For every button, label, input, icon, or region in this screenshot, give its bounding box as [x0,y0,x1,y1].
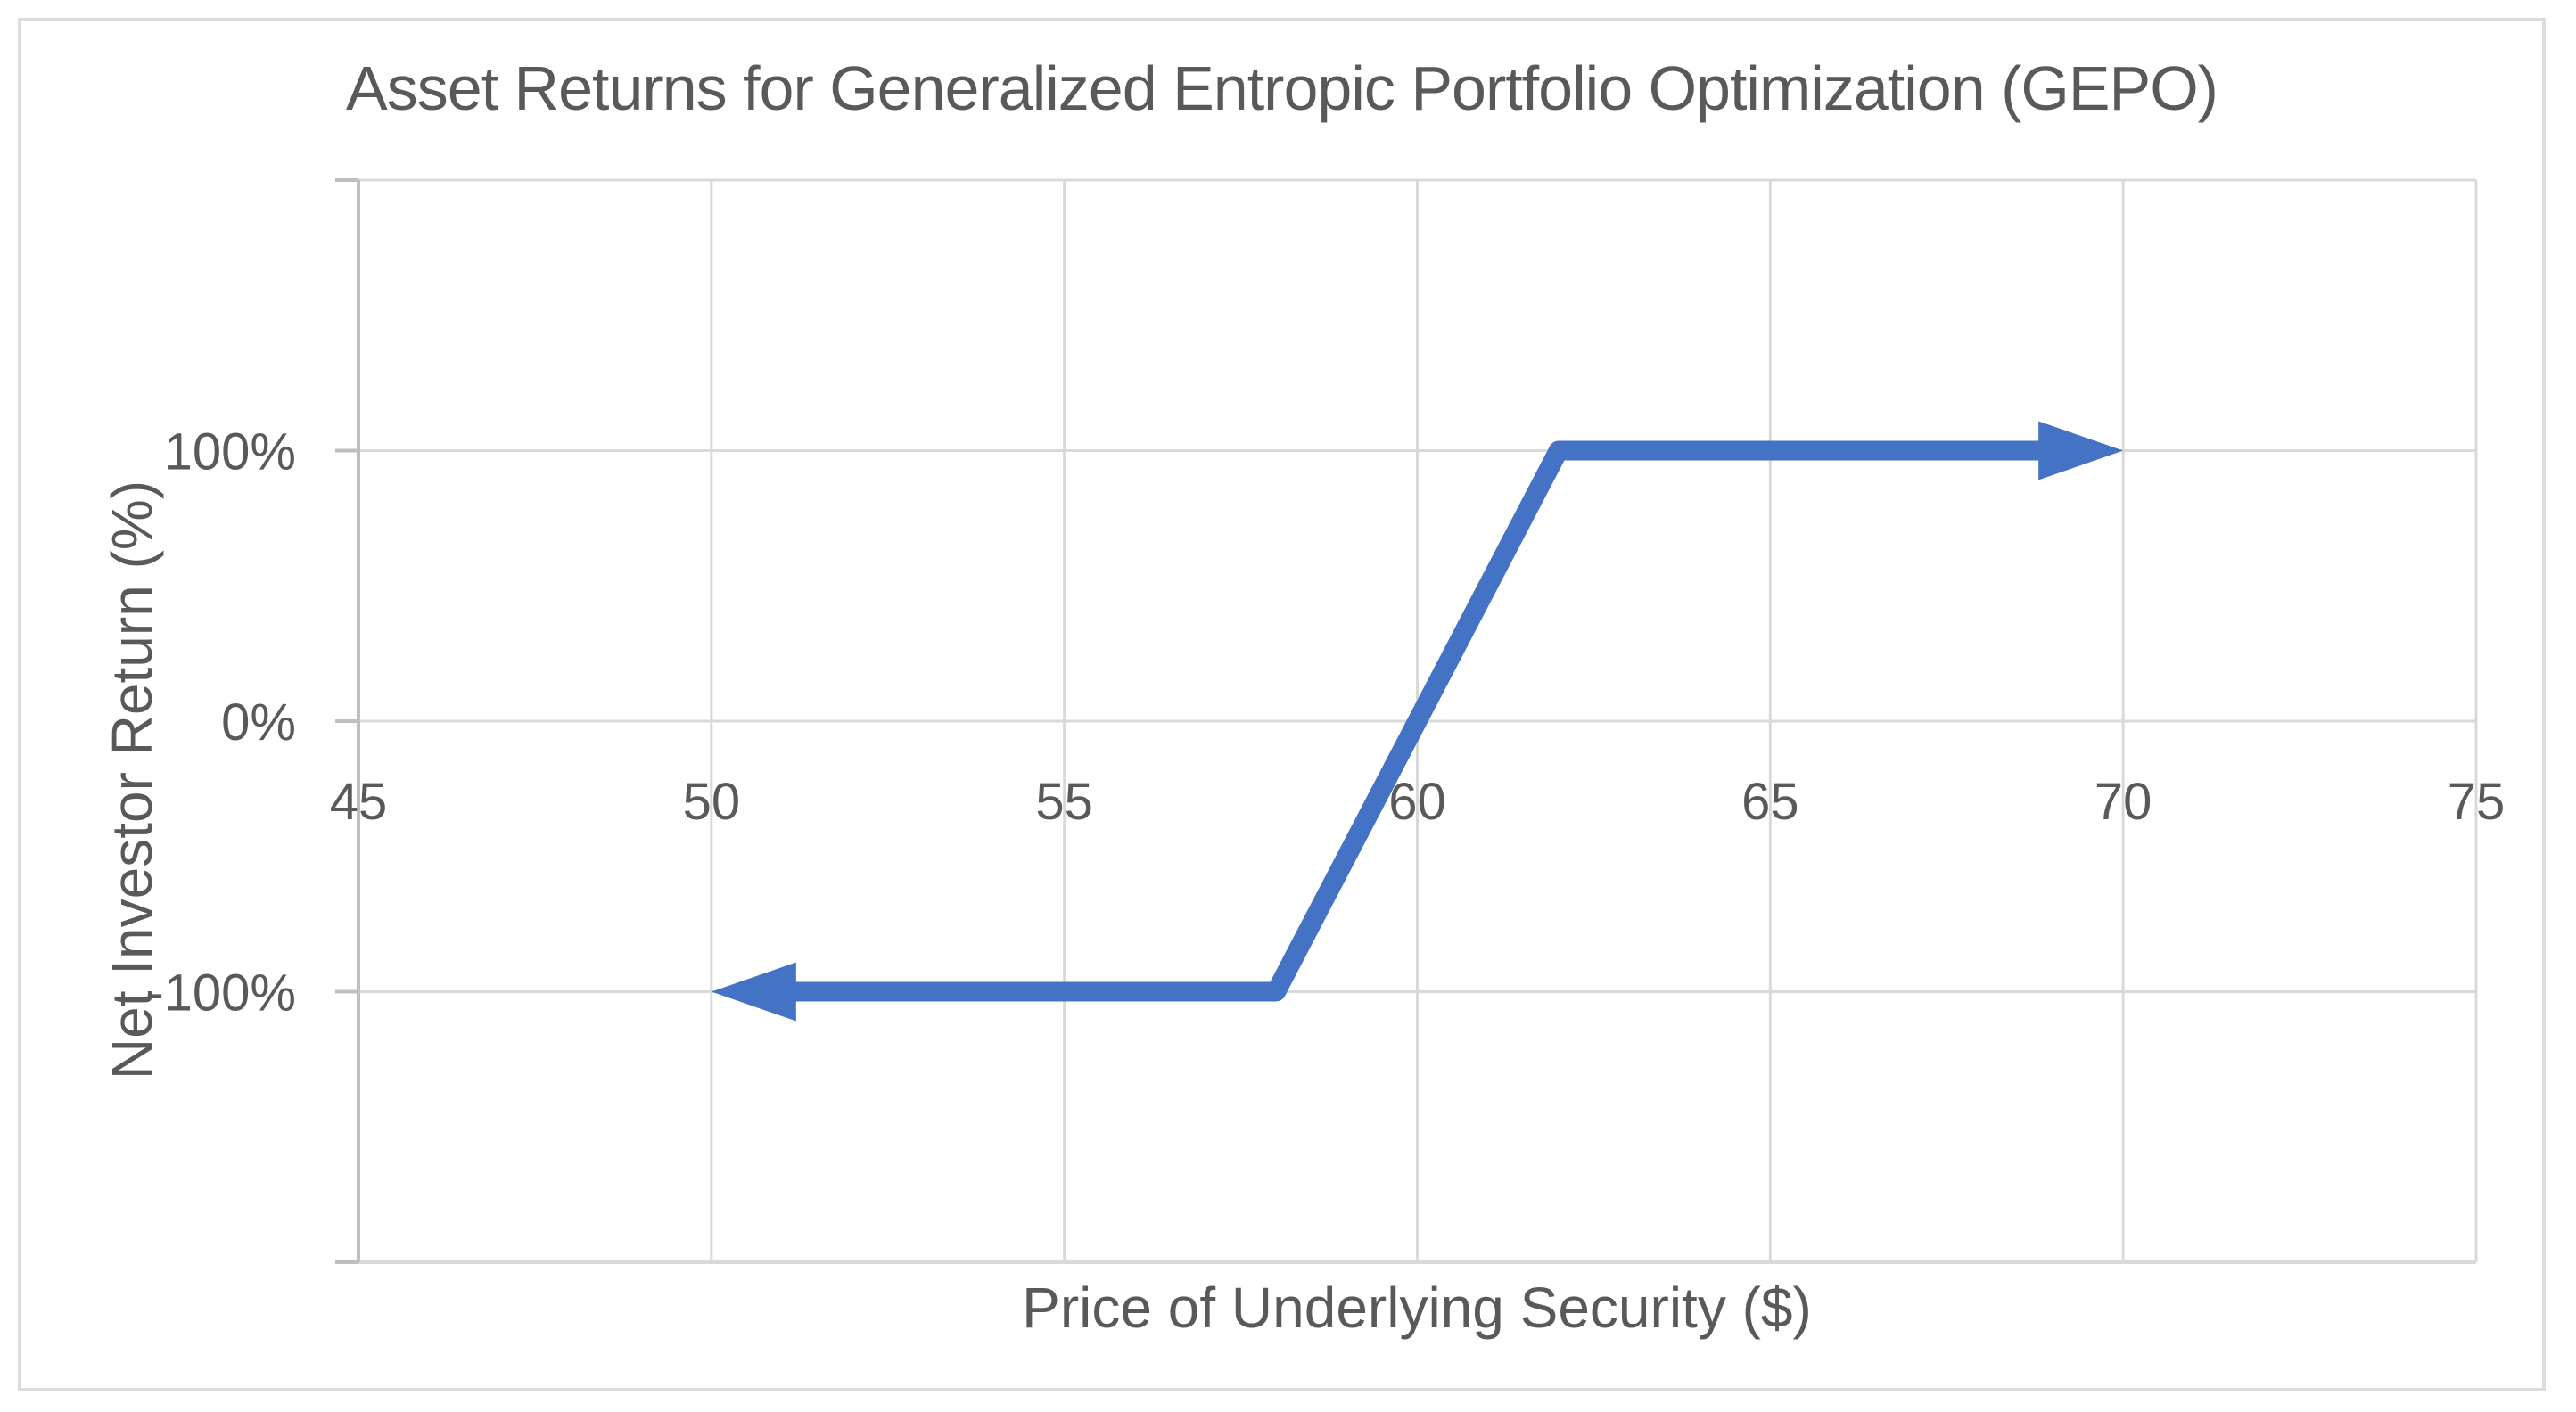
y-tick-label: 0% [221,694,296,751]
series-end-arrowhead [2038,421,2124,480]
series-start-arrowhead [711,962,796,1022]
series-line [790,440,2045,1002]
x-tick-label: 55 [1035,773,1093,831]
x-tick-label: 45 [330,773,388,831]
y-tick-label: -100% [146,965,296,1022]
chart-title: Asset Returns for Generalized Entropic P… [346,53,2218,123]
x-tick-label: 50 [683,773,741,831]
x-tick-label: 70 [2095,773,2152,831]
x-axis-title: Price of Underlying Security ($) [1022,1276,1812,1340]
x-tick-label: 60 [1388,773,1446,831]
y-tick-label: 100% [164,423,296,481]
x-tick-label: 75 [2448,773,2506,831]
x-tick-label: 65 [1741,773,1799,831]
